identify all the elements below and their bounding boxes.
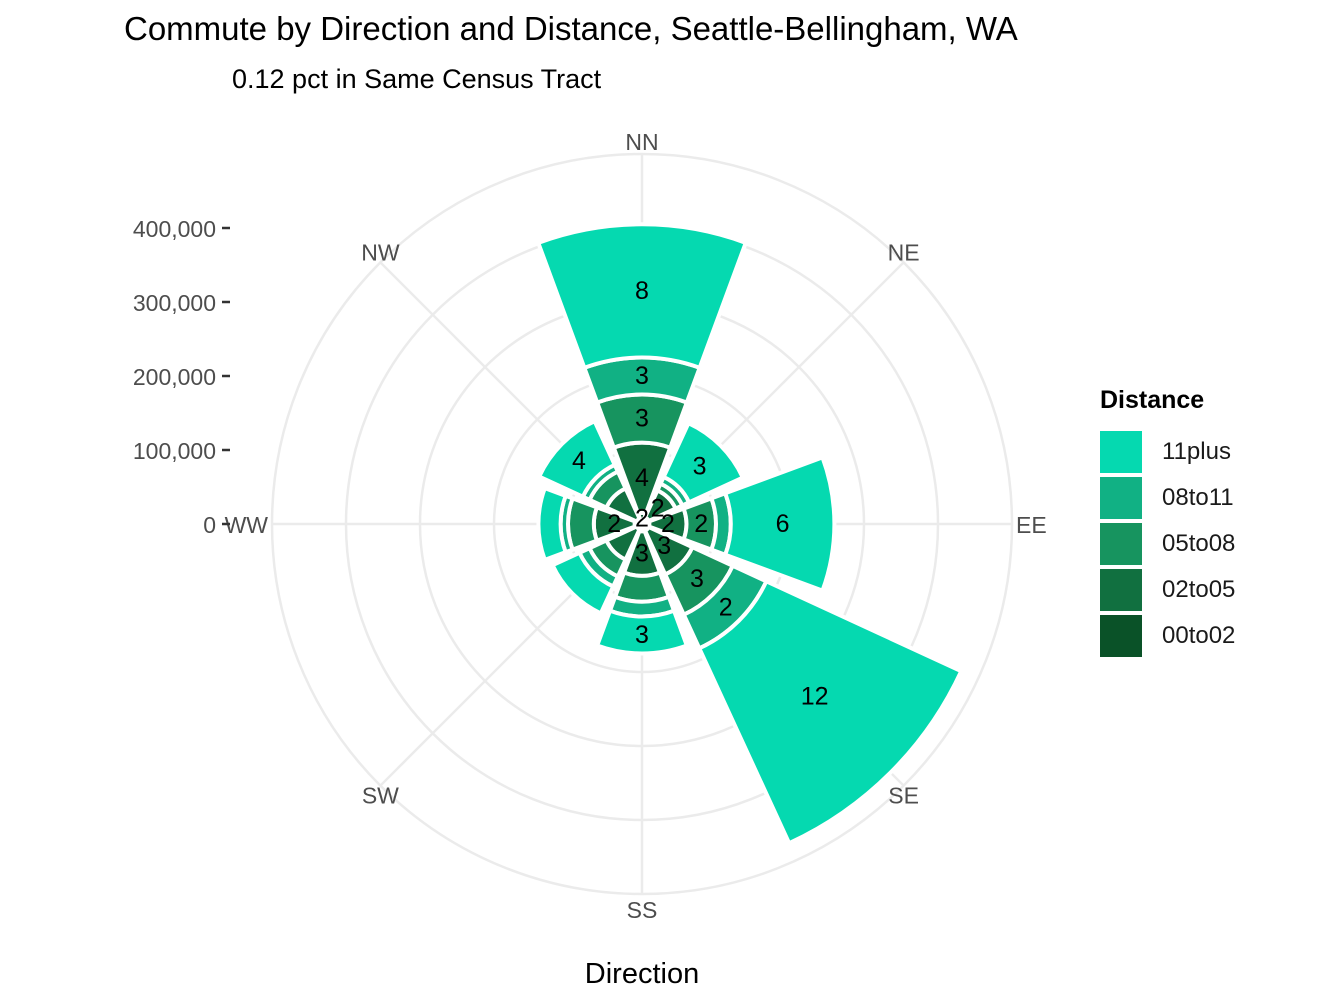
- bar-label: 2: [635, 504, 649, 532]
- legend-title: Distance: [1100, 386, 1205, 414]
- bar-label: 4: [572, 447, 586, 475]
- bar-segment-NE-11plus: [661, 420, 746, 505]
- bar-segment-SS-11plus: [594, 608, 690, 656]
- legend-item-02to05: 02to05: [1100, 567, 1235, 613]
- y-tick-label: 400,000: [133, 216, 216, 242]
- bar-label: 3: [635, 540, 649, 568]
- legend-key: [1100, 431, 1142, 473]
- direction-label-NW: NW: [361, 239, 400, 265]
- bar-label: 3: [635, 362, 649, 390]
- direction-label-SS: SS: [627, 897, 658, 923]
- bar-label: 3: [635, 621, 649, 649]
- direction-label-SW: SW: [362, 783, 399, 809]
- bar-label: 6: [776, 510, 790, 538]
- bar-label: 2: [719, 594, 733, 622]
- bar-segment-EE-11plus: [722, 454, 837, 594]
- direction-label-NE: NE: [888, 239, 920, 265]
- bar-label: 2: [661, 510, 675, 538]
- legend-label: 11plus: [1162, 438, 1231, 465]
- bar-segment-SW-11plus: [549, 550, 616, 617]
- bar-label: 3: [657, 532, 671, 560]
- bar-segment-SS-05to08: [612, 570, 672, 604]
- bar-segment-NN-11plus: [535, 222, 749, 371]
- legend-key: [1100, 615, 1142, 657]
- legend-key: [1100, 477, 1142, 519]
- direction-label-EE: EE: [1016, 512, 1047, 538]
- bar-segment-SE-11plus: [696, 578, 964, 846]
- chart-title: Commute by Direction and Distance, Seatt…: [124, 10, 1018, 47]
- chart-subtitle: 0.12 pct in Same Census Tract: [232, 64, 602, 94]
- legend-label: 05to08: [1162, 530, 1236, 557]
- direction-label-NN: NN: [625, 129, 658, 155]
- y-tick-label: 200,000: [133, 364, 216, 390]
- bar-label: 8: [635, 277, 649, 305]
- legend: Distance 11plus 08to11 05to08 02to05 00to02: [1100, 386, 1235, 659]
- bar-segment-NW-11plus: [536, 418, 618, 500]
- bar-label: 12: [801, 683, 829, 711]
- bar-segment-WW-05to08: [566, 495, 600, 553]
- legend-key: [1100, 569, 1142, 611]
- bar-label: 3: [690, 565, 704, 593]
- legend-item-11plus: 11plus: [1100, 429, 1235, 475]
- legend-key: [1100, 523, 1142, 565]
- bar-label: 3: [635, 405, 649, 433]
- axis-layer: NN NE EE SE SS SW WW NW 0 100,000 200,000 300,000 40…: [133, 129, 1047, 923]
- legend-items: 11plus 08to11 05to08 02to05 00to02: [1100, 429, 1235, 659]
- bar-segment-WW-11plus: [536, 485, 569, 563]
- legend-item-00to02: 00to02: [1100, 613, 1235, 659]
- legend-item-08to11: 08to11: [1100, 475, 1235, 521]
- y-tick-label: 300,000: [133, 290, 216, 316]
- direction-label-SE: SE: [888, 783, 919, 809]
- bar-label: 2: [694, 510, 708, 538]
- x-axis-title: Direction: [584, 958, 700, 990]
- bars-layer: [535, 222, 964, 846]
- bar-label: 2: [651, 494, 665, 522]
- bar-label: 2: [607, 510, 621, 538]
- y-tick-label: 0: [203, 512, 216, 538]
- bar-label: 3: [693, 452, 707, 480]
- direction-label-WW: WW: [225, 512, 269, 538]
- legend-item-05to08: 05to08: [1100, 521, 1235, 567]
- y-tick-label: 100,000: [133, 438, 216, 464]
- legend-label: 02to05: [1162, 576, 1236, 603]
- legend-label: 00to02: [1162, 622, 1236, 649]
- bar-label: 4: [635, 464, 649, 492]
- legend-label: 08to11: [1162, 484, 1234, 511]
